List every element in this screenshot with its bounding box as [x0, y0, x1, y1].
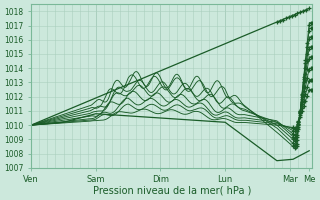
X-axis label: Pression niveau de la mer( hPa ): Pression niveau de la mer( hPa ) [92, 186, 251, 196]
